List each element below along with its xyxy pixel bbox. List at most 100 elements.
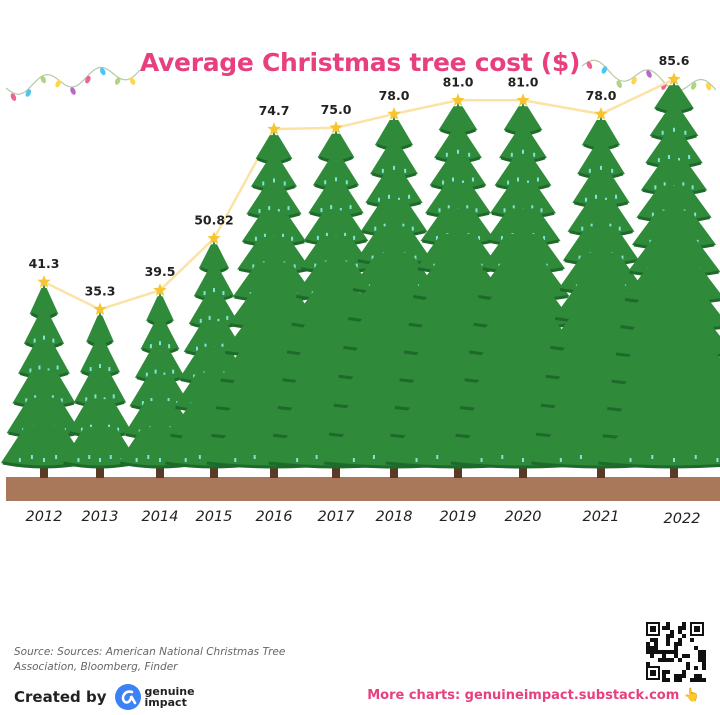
- ornament: [691, 185, 694, 190]
- ornament: [34, 395, 37, 400]
- value-label-2020: 81.0: [508, 74, 539, 89]
- ornament: [588, 168, 591, 173]
- tree-tier: [0, 425, 88, 467]
- tree-trunk: [454, 465, 462, 478]
- tree-tier: [489, 182, 557, 218]
- created-by: Created by genuine impact: [14, 682, 195, 712]
- ornament: [208, 315, 211, 320]
- ornament: [411, 226, 414, 231]
- ornament: [468, 152, 471, 157]
- ornament: [536, 177, 539, 182]
- ornament: [594, 194, 597, 199]
- ornament: [253, 455, 256, 459]
- ornament: [559, 458, 562, 462]
- year-label-2018: 2018: [376, 509, 413, 525]
- ornament: [52, 338, 55, 343]
- ornament: [108, 367, 111, 372]
- ornament: [657, 158, 660, 163]
- star-2019: [451, 93, 465, 106]
- ornament: [184, 458, 187, 462]
- ornament: [371, 255, 374, 260]
- ornament: [540, 208, 543, 213]
- ornament: [445, 152, 448, 157]
- ornament: [296, 458, 299, 462]
- ornament: [457, 149, 459, 154]
- tree-tier: [241, 211, 307, 246]
- value-label-2012: 41.3: [29, 256, 60, 271]
- tree-tier: [640, 160, 708, 195]
- ornament: [694, 455, 697, 459]
- ornament: [56, 365, 59, 370]
- ornament: [531, 205, 534, 210]
- ornament: [452, 177, 455, 182]
- ornament: [150, 398, 153, 403]
- tree-tier: [567, 199, 635, 236]
- tree-tier: [303, 210, 369, 245]
- ornament: [149, 344, 152, 349]
- tree-trunk: [270, 465, 278, 478]
- tree-tier: [503, 106, 543, 135]
- ornament: [213, 288, 215, 293]
- value-label-2021: 78.0: [586, 88, 617, 103]
- ornament: [667, 155, 670, 160]
- ornament: [678, 158, 681, 163]
- ornament: [651, 455, 654, 459]
- ornament: [398, 197, 401, 202]
- ornament: [108, 424, 111, 429]
- tree-tier: [12, 370, 76, 408]
- ornament: [33, 338, 36, 343]
- ornament: [221, 343, 224, 348]
- ornament: [352, 458, 355, 462]
- tree-trunk: [670, 465, 678, 478]
- tree-tip: [519, 102, 527, 115]
- ornament: [55, 455, 58, 459]
- ornament: [99, 364, 101, 369]
- tree-tip: [156, 292, 164, 305]
- ornament: [291, 236, 294, 241]
- ornament: [611, 168, 614, 173]
- ornament: [408, 194, 411, 199]
- ornament: [117, 427, 120, 432]
- star-2014: [153, 283, 167, 296]
- ornament: [325, 232, 328, 237]
- tree-tier: [79, 343, 121, 377]
- tree-trunk: [156, 465, 164, 478]
- year-label-2012: 2012: [26, 509, 63, 525]
- ornament: [447, 205, 450, 210]
- qr-code-icon[interactable]: [644, 620, 706, 682]
- ornament: [159, 341, 161, 346]
- string-lights-left: [5, 66, 141, 101]
- ornament: [315, 455, 318, 459]
- ornament: [109, 455, 112, 459]
- tree-tier: [23, 315, 65, 348]
- tree-trunk: [332, 465, 340, 478]
- ornament: [510, 152, 513, 157]
- tree-tier: [250, 160, 298, 191]
- ornament: [522, 458, 524, 462]
- ornament: [282, 233, 285, 238]
- ornament: [522, 149, 524, 154]
- more-charts-link[interactable]: More charts: genuineimpact.substack.com …: [367, 688, 700, 703]
- ornament: [682, 182, 685, 187]
- ornament: [526, 180, 529, 185]
- ornament: [314, 263, 317, 268]
- ornament: [268, 206, 271, 211]
- tree-tier: [146, 296, 174, 325]
- ornament: [349, 205, 352, 210]
- ornament: [579, 455, 582, 459]
- ornament: [203, 291, 206, 296]
- tree-tier: [317, 133, 355, 162]
- ground: [6, 477, 720, 501]
- tree-2022: [596, 81, 720, 478]
- ornament: [694, 212, 697, 217]
- tree-tier-shadow: [598, 461, 720, 469]
- tree-tier: [67, 399, 133, 437]
- tree-tier: [596, 411, 720, 467]
- ornament: [621, 255, 624, 260]
- ornament: [480, 458, 483, 462]
- tree-tip: [270, 131, 278, 144]
- ornament: [147, 455, 150, 459]
- ornament: [293, 264, 296, 269]
